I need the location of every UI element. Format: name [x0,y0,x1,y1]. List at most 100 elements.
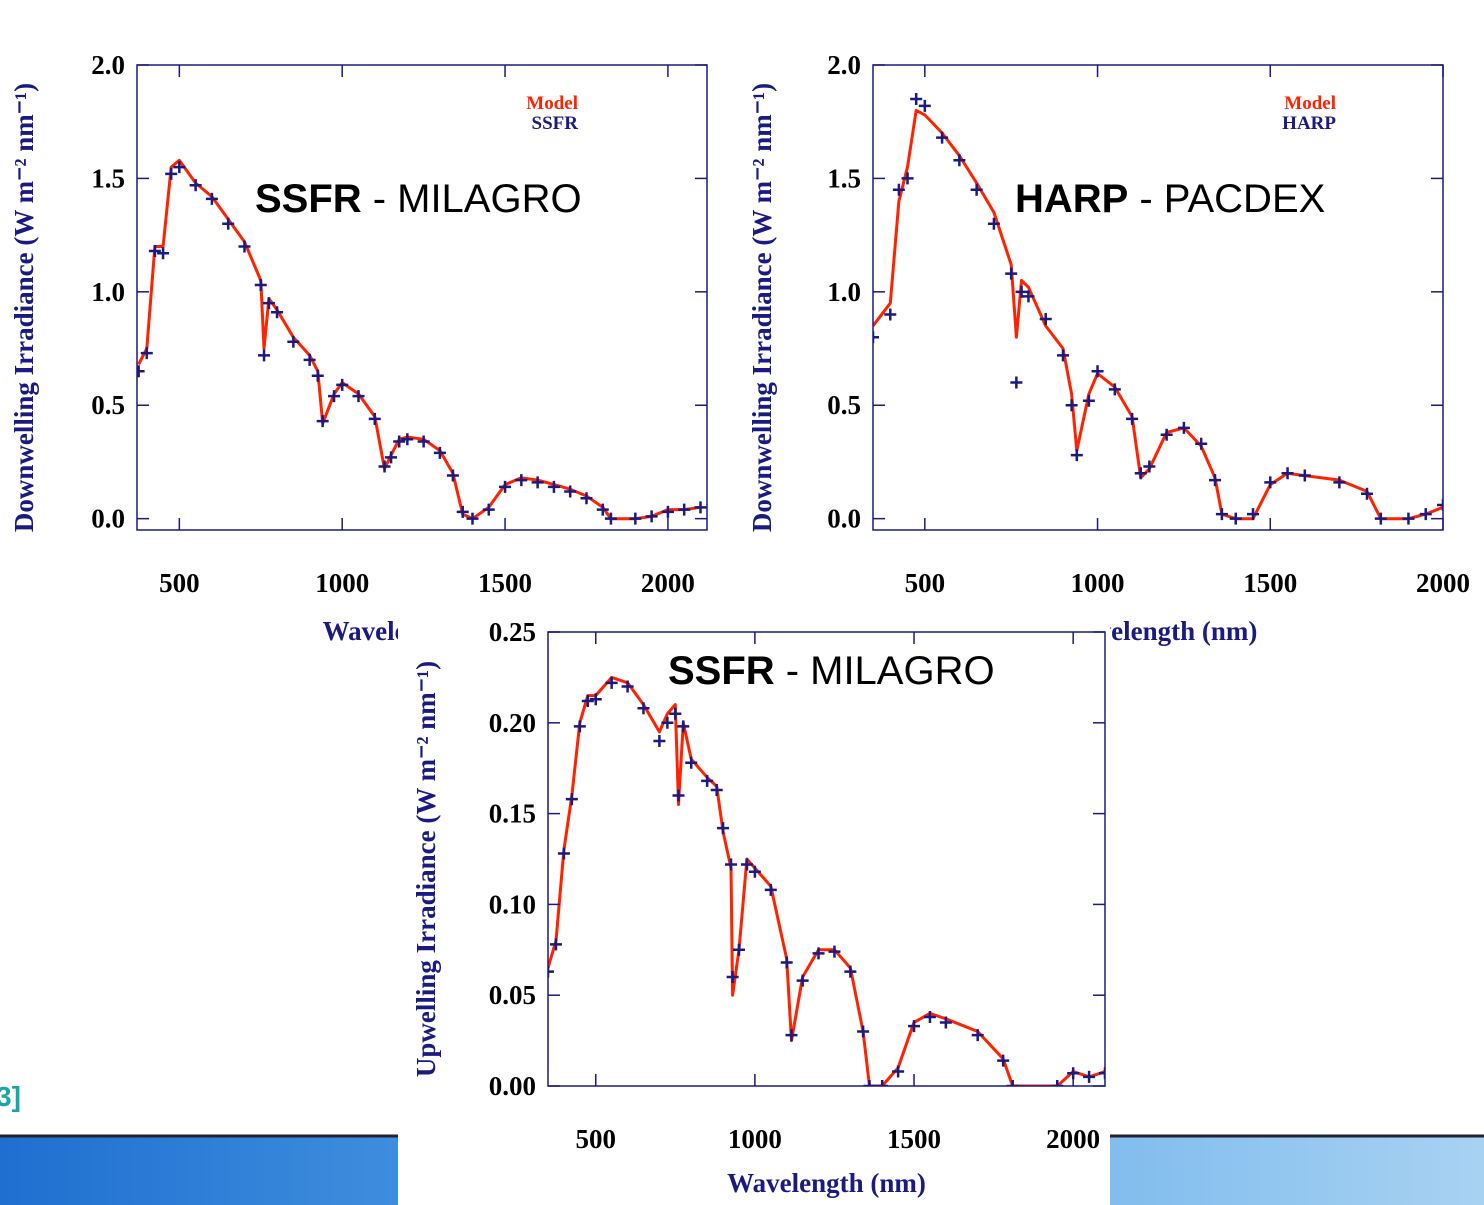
measurement-point [417,435,430,448]
measurement-point [1281,467,1294,480]
annotation-text: - PACDEX [1139,177,1325,221]
measurement-point [499,480,512,493]
measurement-point [140,347,153,360]
measurement-point [378,460,391,473]
measurement-point [1006,1080,1019,1086]
x-tick-label: 1000 [315,568,369,598]
measurement-point [336,378,349,391]
measurement-point [589,693,602,706]
measurement-point [732,943,745,956]
measurement-point [254,279,267,292]
measurement-point [678,503,691,516]
y-axis-label: Downwelling Irradiance (W m⁻² nm⁻¹) [9,83,39,532]
measurement-point [311,369,324,382]
x-tick-label: 500 [575,1124,616,1154]
model-line [873,108,1443,521]
chart: 500 1000 1500 20000.00.51.01.52.0Wavelength… [9,50,708,646]
annotation-text: - MILAGRO [373,177,582,221]
measurement-point [393,435,406,448]
x-tick-label: 2000 [1416,568,1470,598]
measurement-point [482,503,495,516]
measurement-point [1209,474,1221,487]
measurement-point [352,390,365,403]
x-tick-label: 2000 [1046,1124,1100,1154]
measurement-point [137,365,145,378]
x-axis-label: Wavelength (nm) [727,1168,926,1198]
measurement-point [604,512,617,525]
annotation-text: - MILAGRO [786,649,995,693]
measurement-point [1005,267,1018,280]
measurement-point [1264,476,1277,489]
measurement-point [748,865,761,878]
measurement-point [433,446,446,459]
measurement-point [531,476,544,489]
measurement-point [1051,1080,1064,1086]
measurement-point [222,217,235,230]
measurement-point [262,297,275,310]
x-tick-label: 500 [159,568,200,598]
measurement-point [1134,467,1147,480]
y-tick-label: 0.20 [489,708,536,738]
plot-frame [872,64,1444,531]
legend-entry: Model [1284,93,1336,114]
measurement-point [918,99,931,112]
measurement-point [573,720,586,733]
y-tick-label: 2.0 [827,50,861,80]
slide-text: 3] [0,1081,21,1112]
measurement-point [661,505,674,518]
measurement-point [1083,1070,1096,1083]
annotation-bold: HARP [1015,177,1128,221]
annotation-bold: SSFR [668,649,775,693]
measurement-point [863,1080,876,1086]
x-tick-label: 1500 [478,568,532,598]
y-tick-label: 0.15 [489,799,536,829]
measurement-point [1374,512,1387,525]
measurement-point [1298,469,1311,482]
y-tick-label: 1.0 [91,277,125,307]
measurement-point [873,331,879,344]
measurement-point [1070,449,1083,462]
measurement-point [238,240,251,253]
measurement-point [936,131,949,144]
measurement-point [385,451,398,464]
measurement-point [1247,508,1259,521]
measurement-point [547,480,560,493]
measurement-point [1039,313,1052,326]
annotation: SSFR - MILAGRO [668,649,995,693]
measurement-point [901,172,914,185]
measurement-point [1126,412,1139,425]
y-tick-label: 0.0 [91,504,125,534]
measurement-point [1065,399,1078,412]
measurement-point [645,510,658,523]
chart: 500 1000 1500 2000 0.00 0.05 0.10 0.15 0.20 0.25 W… [398,596,1110,1205]
measurement-point [580,492,593,505]
measurement-point [629,512,642,525]
measurement-point [157,247,170,260]
measurement-point [892,1065,905,1078]
x-tick-label: 500 [905,568,946,598]
measurement-point [596,503,609,516]
measurement-point [605,676,618,689]
annotation: HARP - PACDEX [1015,177,1325,221]
measurement-point [189,179,202,192]
measurement-point [1402,512,1415,525]
measurement-point [165,167,178,180]
plot-area [137,158,707,525]
measurement-point [1361,487,1373,500]
measurement-point [637,702,650,715]
y-axis-label: Downwelling Irradiance (W m⁻² nm⁻¹) [747,83,777,532]
x-tick-label: 2000 [641,568,695,598]
measurement-point [271,306,284,319]
measurement-point [1229,512,1242,525]
legend-entry: SSFR [532,113,579,134]
x-tick-label: 1500 [1243,568,1297,598]
measurement-point [316,415,329,428]
measurement-point [844,965,857,978]
y-tick-label: 0.00 [489,1071,536,1101]
measurement-point [764,883,777,896]
measurement-point [401,433,414,446]
measurement-point [581,695,594,708]
measurement-point [303,353,316,366]
measurement-point [564,485,577,498]
